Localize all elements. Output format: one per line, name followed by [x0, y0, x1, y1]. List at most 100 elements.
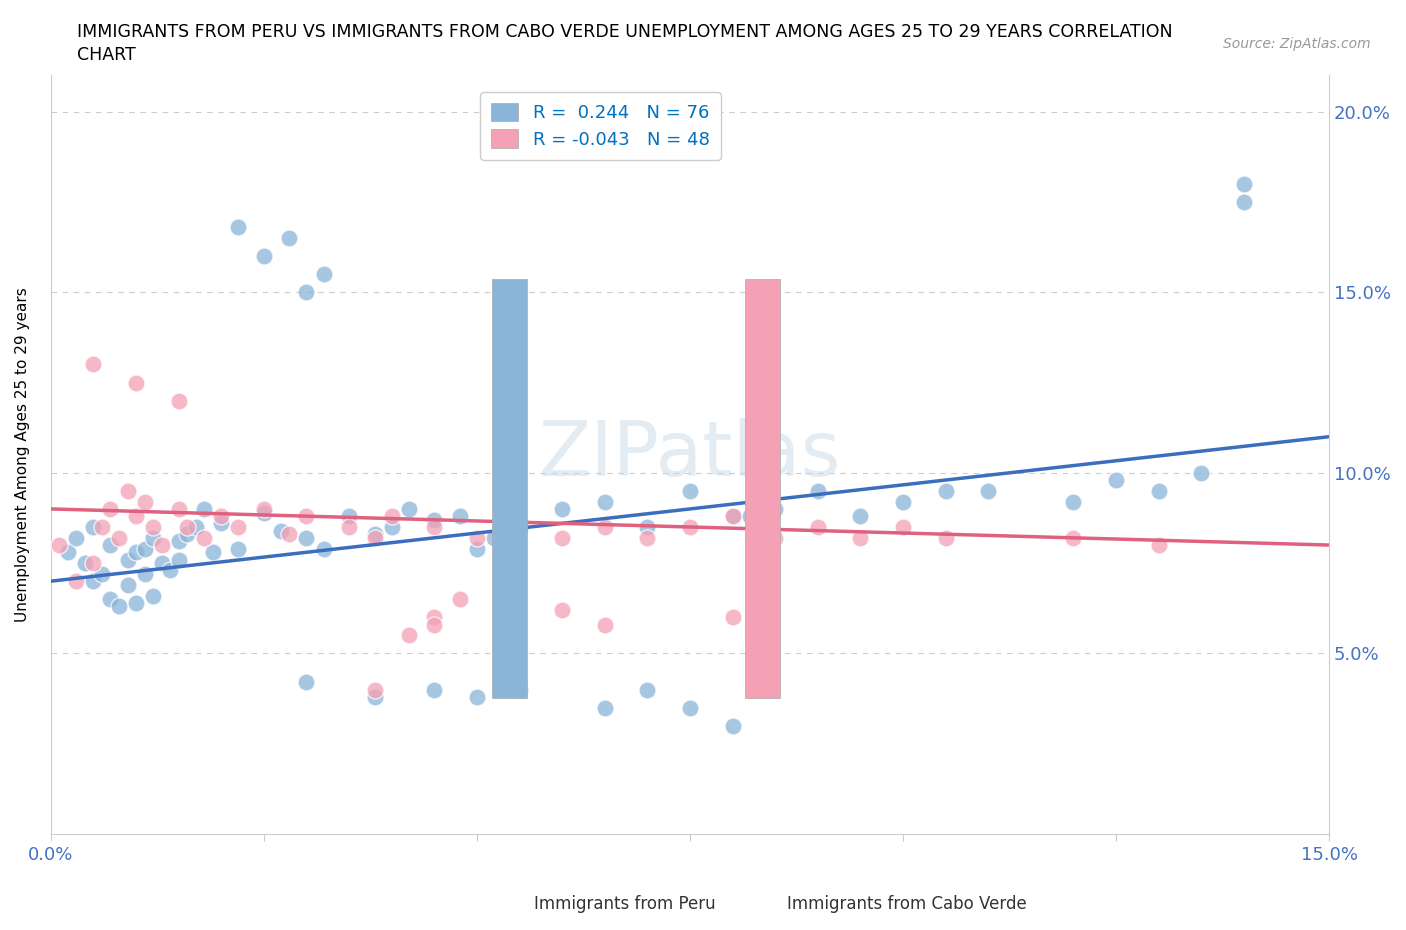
Text: Immigrants from Peru: Immigrants from Peru — [534, 895, 716, 913]
Point — [1062, 530, 1084, 545]
Y-axis label: Unemployment Among Ages 25 to 29 years: Unemployment Among Ages 25 to 29 years — [15, 287, 30, 622]
Point — [134, 566, 156, 581]
Point — [381, 520, 404, 535]
Point — [337, 520, 360, 535]
Point — [593, 520, 616, 535]
Point — [65, 530, 87, 545]
Point — [125, 595, 148, 610]
Point — [636, 682, 658, 697]
Point — [423, 682, 446, 697]
Point — [100, 501, 122, 516]
Point — [125, 545, 148, 560]
Point — [209, 516, 232, 531]
Point — [125, 375, 148, 390]
Point — [228, 541, 250, 556]
Point — [935, 484, 957, 498]
Point — [100, 591, 122, 606]
Point — [278, 231, 301, 246]
Point — [423, 520, 446, 535]
Point — [763, 501, 786, 516]
Point — [1062, 494, 1084, 509]
Point — [270, 524, 292, 538]
Point — [1147, 538, 1170, 552]
Point — [721, 509, 744, 524]
Point — [679, 700, 702, 715]
Point — [551, 501, 574, 516]
Point — [312, 267, 335, 282]
Point — [295, 285, 318, 299]
Text: Source: ZipAtlas.com: Source: ZipAtlas.com — [1223, 37, 1371, 51]
Point — [253, 505, 276, 520]
Point — [167, 393, 190, 408]
Point — [935, 530, 957, 545]
Point — [891, 520, 914, 535]
Point — [142, 588, 165, 603]
Point — [763, 530, 786, 545]
Point — [551, 530, 574, 545]
Text: IMMIGRANTS FROM PERU VS IMMIGRANTS FROM CABO VERDE UNEMPLOYMENT AMONG AGES 25 TO: IMMIGRANTS FROM PERU VS IMMIGRANTS FROM … — [77, 23, 1173, 41]
Point — [891, 494, 914, 509]
Point — [295, 509, 318, 524]
Point — [551, 603, 574, 618]
Point — [1233, 194, 1256, 209]
Point — [253, 501, 276, 516]
Point — [679, 520, 702, 535]
Point — [721, 610, 744, 625]
Point — [117, 552, 139, 567]
Point — [117, 484, 139, 498]
Text: ZIPatlas: ZIPatlas — [538, 418, 841, 492]
Point — [150, 556, 173, 571]
Point — [509, 682, 531, 697]
Point — [738, 509, 761, 524]
Point — [82, 357, 104, 372]
Point — [142, 520, 165, 535]
Point — [201, 545, 224, 560]
Point — [721, 509, 744, 524]
Point — [807, 484, 830, 498]
Point — [398, 501, 420, 516]
Point — [423, 618, 446, 632]
Point — [509, 520, 531, 535]
Text: Immigrants from Cabo Verde: Immigrants from Cabo Verde — [787, 895, 1028, 913]
Point — [381, 509, 404, 524]
Point — [1147, 484, 1170, 498]
Point — [849, 509, 872, 524]
Point — [977, 484, 1000, 498]
Point — [465, 689, 488, 704]
Point — [423, 512, 446, 527]
Point — [73, 556, 96, 571]
Point — [48, 538, 70, 552]
Point — [636, 530, 658, 545]
Point — [134, 541, 156, 556]
Point — [193, 530, 215, 545]
Point — [1233, 177, 1256, 192]
Point — [363, 682, 385, 697]
Point — [176, 520, 198, 535]
Point — [228, 219, 250, 234]
Point — [167, 534, 190, 549]
Point — [449, 591, 471, 606]
Point — [125, 509, 148, 524]
Point — [807, 520, 830, 535]
Point — [134, 494, 156, 509]
Point — [278, 526, 301, 541]
Point — [593, 700, 616, 715]
Point — [1105, 472, 1128, 487]
Point — [100, 538, 122, 552]
Point — [108, 530, 131, 545]
Legend: R =  0.244   N = 76, R = -0.043   N = 48: R = 0.244 N = 76, R = -0.043 N = 48 — [481, 92, 720, 160]
Point — [167, 501, 190, 516]
Point — [228, 520, 250, 535]
Point — [482, 530, 505, 545]
Point — [449, 509, 471, 524]
Point — [184, 520, 207, 535]
Point — [117, 578, 139, 592]
Point — [108, 599, 131, 614]
Point — [65, 574, 87, 589]
Point — [593, 494, 616, 509]
Point — [398, 628, 420, 643]
Point — [363, 689, 385, 704]
Point — [363, 526, 385, 541]
Point — [82, 520, 104, 535]
Point — [167, 552, 190, 567]
